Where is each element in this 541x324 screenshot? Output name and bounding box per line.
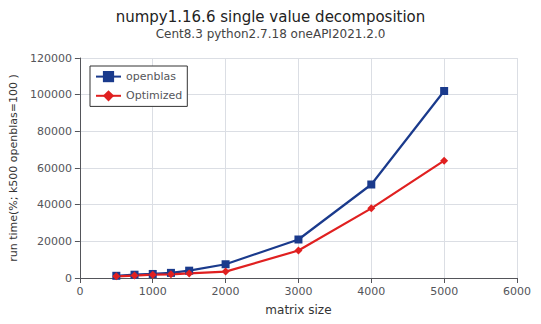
svg-text:0: 0 — [76, 285, 83, 298]
svg-text:run time(%; k500 openblas=100: run time(%; k500 openblas=100 ) — [7, 74, 20, 262]
svg-text:6000: 6000 — [503, 285, 531, 298]
svg-text:4000: 4000 — [357, 285, 385, 298]
svg-text:3000: 3000 — [284, 285, 312, 298]
svg-text:20000: 20000 — [37, 235, 72, 248]
svg-text:openblas: openblas — [126, 70, 176, 83]
svg-text:0: 0 — [65, 272, 72, 285]
svg-text:matrix size: matrix size — [265, 303, 331, 317]
svg-text:60000: 60000 — [37, 162, 72, 175]
svg-text:100000: 100000 — [30, 88, 72, 101]
svg-text:Cent8.3 python2.7.18 oneAPI202: Cent8.3 python2.7.18 oneAPI2021.2.0 — [156, 27, 386, 41]
svg-text:1000: 1000 — [139, 285, 167, 298]
svg-text:numpy1.16.6 single value decom: numpy1.16.6 single value decomposition — [116, 8, 426, 26]
svg-text:Optimized: Optimized — [126, 89, 182, 102]
svg-text:2000: 2000 — [212, 285, 240, 298]
svg-text:40000: 40000 — [37, 198, 72, 211]
svg-text:120000: 120000 — [30, 52, 72, 65]
svg-text:5000: 5000 — [430, 285, 458, 298]
svg-text:80000: 80000 — [37, 125, 72, 138]
